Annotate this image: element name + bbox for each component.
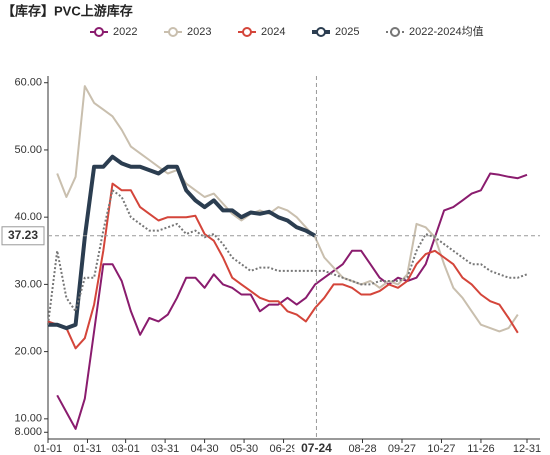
y-tick-label: 60.00 [14,77,42,89]
x-tick-label: 03-01 [112,443,140,455]
y-tick-label: 50.00 [14,144,42,156]
y-tick-label: 20.00 [14,346,42,358]
legend-item: 2022 [90,26,137,38]
x-tick-label: 06-29 [269,443,297,455]
x-tick-label: 08-28 [348,443,376,455]
legend-label: 2025 [335,26,359,38]
legend-label: 2024 [261,26,285,38]
x-tick-label: 11-26 [467,443,494,455]
x-tick-label: 10-27 [427,443,455,455]
legend-item: 2023 [164,26,211,38]
crosshair-x-label: 07-24 [301,441,332,455]
x-tick-label: 03-31 [151,443,179,455]
crosshair-y-label: 37.23 [8,228,38,242]
y-tick-label: 30.00 [14,278,42,290]
legend-item: 2025 [312,26,359,38]
legend-marker [316,27,326,37]
legend-marker [390,27,400,37]
x-tick-label: 01-01 [34,443,62,455]
crosshair-x-box [294,440,339,455]
series-line [48,154,317,331]
y-tick-label: 40.00 [14,211,42,223]
chart-title: 【库存】PVC上游库存 [2,3,133,18]
x-tick-label: 05-30 [230,443,258,455]
legend-label: 2022-2024均值 [409,25,484,38]
legend-item: 2022-2024均值 [386,25,484,38]
series-line [56,172,528,430]
legend-item: 2024 [238,26,285,38]
x-tick-label: 09-27 [388,443,416,455]
legend-marker [242,27,252,37]
y-tick-label: 10.00 [14,413,42,425]
x-tick-label: 01-31 [73,443,101,455]
legend-marker [168,27,178,37]
legend-marker [94,27,104,37]
y-tick-label: 8.000 [14,426,42,438]
x-tick-label: 12-31 [513,443,541,455]
crosshair-y-box [1,226,45,246]
series-line [47,182,519,350]
x-tick-label: 04-30 [191,443,219,455]
series-line [47,189,528,325]
legend-label: 2023 [187,26,211,38]
legend-label: 2022 [113,26,137,38]
